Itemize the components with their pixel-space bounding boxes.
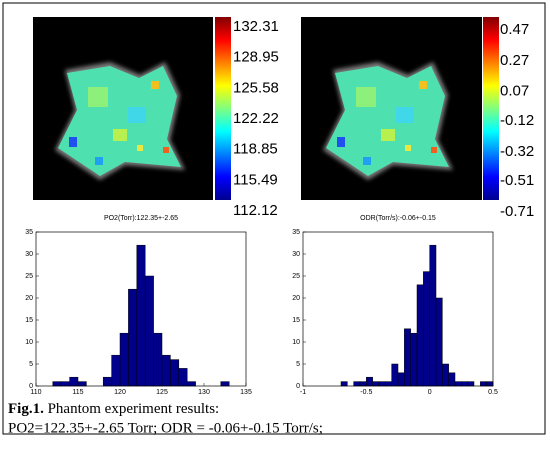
- bar: [429, 244, 437, 387]
- bar: [378, 381, 386, 387]
- bar: [416, 284, 424, 387]
- y-tick-label: 35: [292, 229, 300, 236]
- bar: [486, 381, 494, 387]
- image-right: [301, 17, 499, 200]
- bar: [385, 381, 392, 387]
- caption-line-1: Fig.1. Phantom experiment results:: [8, 401, 219, 417]
- x-tick-label: 130: [198, 389, 210, 396]
- y-tick-label: 0: [29, 383, 33, 390]
- bar: [467, 381, 475, 387]
- x-tick-label: -0.5: [360, 389, 372, 396]
- y-tick-label: 25: [292, 273, 300, 280]
- bar: [366, 376, 373, 387]
- bar: [442, 363, 449, 387]
- bar: [161, 354, 171, 387]
- colorbar-tick-label: 0.47: [500, 21, 529, 38]
- y-tick-label: 20: [25, 295, 33, 302]
- bar: [170, 359, 180, 387]
- bar: [454, 381, 462, 387]
- colorbar: [483, 17, 499, 200]
- x-tick-label: 120: [114, 389, 126, 396]
- bar: [111, 354, 121, 387]
- x-tick-label: 115: [72, 389, 83, 396]
- bar: [391, 363, 399, 387]
- y-tick-label: 15: [25, 317, 33, 324]
- bar: [435, 297, 443, 387]
- y-tick-label: 25: [25, 273, 33, 280]
- axes-box: [35, 231, 247, 387]
- bar: [410, 332, 418, 387]
- x-tick-label: 125: [156, 389, 168, 396]
- bar: [359, 381, 367, 387]
- bar: [404, 328, 411, 387]
- bar: [461, 381, 468, 387]
- y-tick-label: 5: [29, 361, 33, 368]
- colorbar-tick-label: 112.12: [233, 202, 278, 219]
- colorbar-tick-label: 122.22: [233, 110, 279, 127]
- y-tick-label: 30: [25, 251, 33, 258]
- bar: [153, 332, 163, 387]
- colorbar: [215, 17, 231, 200]
- y-tick-label: 10: [25, 339, 33, 346]
- bar: [178, 368, 188, 387]
- colorbar-tick-label: -0.12: [500, 112, 534, 129]
- colorbar-tick-label: 115.49: [233, 171, 278, 188]
- bar: [397, 372, 405, 387]
- colorbar-tick-label: 128.95: [233, 49, 279, 66]
- bar: [119, 332, 129, 387]
- bar: [423, 271, 430, 387]
- colorbar-tick-label: -0.32: [500, 143, 534, 160]
- bar: [353, 381, 361, 387]
- bar: [186, 381, 196, 387]
- colorbar-tick-label: 125.58: [233, 79, 279, 96]
- chart-title: PO2(Torr):122.35+-2.65: [104, 215, 178, 222]
- bar: [77, 381, 87, 387]
- caption-text: Phantom experiment results:: [44, 401, 219, 417]
- bar: [480, 381, 487, 387]
- y-tick-label: 30: [292, 251, 300, 258]
- colorbar-tick-label: 118.85: [233, 141, 278, 158]
- y-tick-label: 15: [292, 317, 300, 324]
- x-tick-label: 135: [240, 389, 252, 396]
- y-tick-label: 35: [25, 229, 33, 236]
- x-tick-label: -1: [300, 389, 306, 396]
- image-left: [33, 17, 231, 200]
- bar: [372, 381, 380, 387]
- caption-label: Fig.1.: [8, 401, 44, 417]
- bar: [60, 381, 70, 387]
- colorbar-tick-label: 132.31: [233, 18, 279, 35]
- y-tick-label: 0: [296, 383, 300, 390]
- y-tick-label: 5: [296, 361, 300, 368]
- x-tick-label: 0: [428, 389, 432, 396]
- x-tick-label: 110: [30, 389, 41, 396]
- y-tick-label: 10: [292, 339, 300, 346]
- bar: [136, 244, 146, 387]
- bar: [52, 381, 62, 387]
- axes-box: [302, 231, 494, 387]
- bar: [220, 381, 230, 387]
- figure-border: [2, 2, 546, 435]
- colorbar-tick-label: 0.07: [500, 83, 529, 100]
- bar: [69, 376, 79, 387]
- bar: [340, 381, 348, 387]
- colorbar-tick-label: -0.51: [500, 172, 534, 189]
- bar: [128, 288, 138, 387]
- x-tick-label: 0.5: [488, 389, 498, 396]
- bar: [448, 372, 456, 387]
- caption-line-2: PO2=122.35+-2.65 Torr; ODR = -0.06+-0.15…: [8, 420, 323, 436]
- colorbar-tick-label: -0.71: [500, 203, 534, 220]
- bar: [102, 376, 112, 387]
- chart-title: ODR(Torr/s):-0.06+-0.15: [360, 215, 436, 222]
- bar: [144, 275, 154, 387]
- colorbar-tick-label: 0.27: [500, 52, 529, 69]
- y-tick-label: 20: [292, 295, 300, 302]
